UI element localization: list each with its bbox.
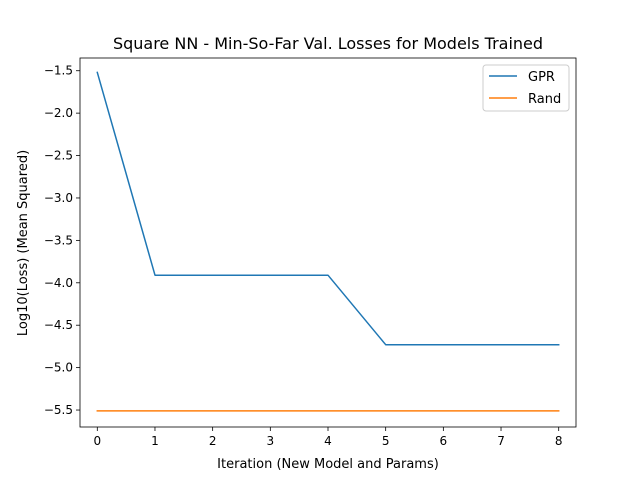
series-line-gpr bbox=[96, 71, 560, 346]
x-axis-label: Iteration (New Model and Params) bbox=[217, 457, 439, 472]
x-tick-label: 5 bbox=[382, 434, 390, 448]
x-tick-label: 6 bbox=[440, 434, 448, 448]
plot-area: 0 1 2 3 4 5 6 7 8 −1.5 −2.0 −2.5 −3.0 −3.5 −4.0 −4.5 −5.… bbox=[44, 57, 577, 448]
y-tick-label: −2.5 bbox=[44, 149, 73, 163]
chart-title: Square NN - Min-So-Far Val. Losses for M… bbox=[113, 34, 543, 53]
x-tick-label: 3 bbox=[267, 434, 275, 448]
legend-label-gpr: GPR bbox=[528, 70, 555, 85]
x-tick-label: 2 bbox=[209, 434, 217, 448]
plot-frame bbox=[79, 57, 577, 428]
legend-label-rand: Rand bbox=[528, 92, 561, 107]
y-tick-label: −5.0 bbox=[44, 361, 73, 375]
y-tick-label: −5.5 bbox=[44, 403, 73, 417]
x-tick-label: 8 bbox=[555, 434, 563, 448]
y-axis-label: Log10(Loss) (Mean Squared) bbox=[16, 150, 31, 336]
y-tick-label: −4.5 bbox=[44, 318, 73, 332]
y-tick-label: −2.0 bbox=[44, 106, 73, 120]
x-tick-label: 1 bbox=[151, 434, 159, 448]
y-tick-label: −3.5 bbox=[44, 233, 73, 247]
y-tick-label: −3.0 bbox=[44, 191, 73, 205]
y-tick-label: −1.5 bbox=[44, 64, 73, 78]
legend: GPR Rand bbox=[482, 64, 570, 112]
x-tick-label: 4 bbox=[324, 434, 332, 448]
x-tick-label: 7 bbox=[497, 434, 505, 448]
x-tick-label: 0 bbox=[93, 434, 101, 448]
y-tick-label: −4.0 bbox=[44, 276, 73, 290]
